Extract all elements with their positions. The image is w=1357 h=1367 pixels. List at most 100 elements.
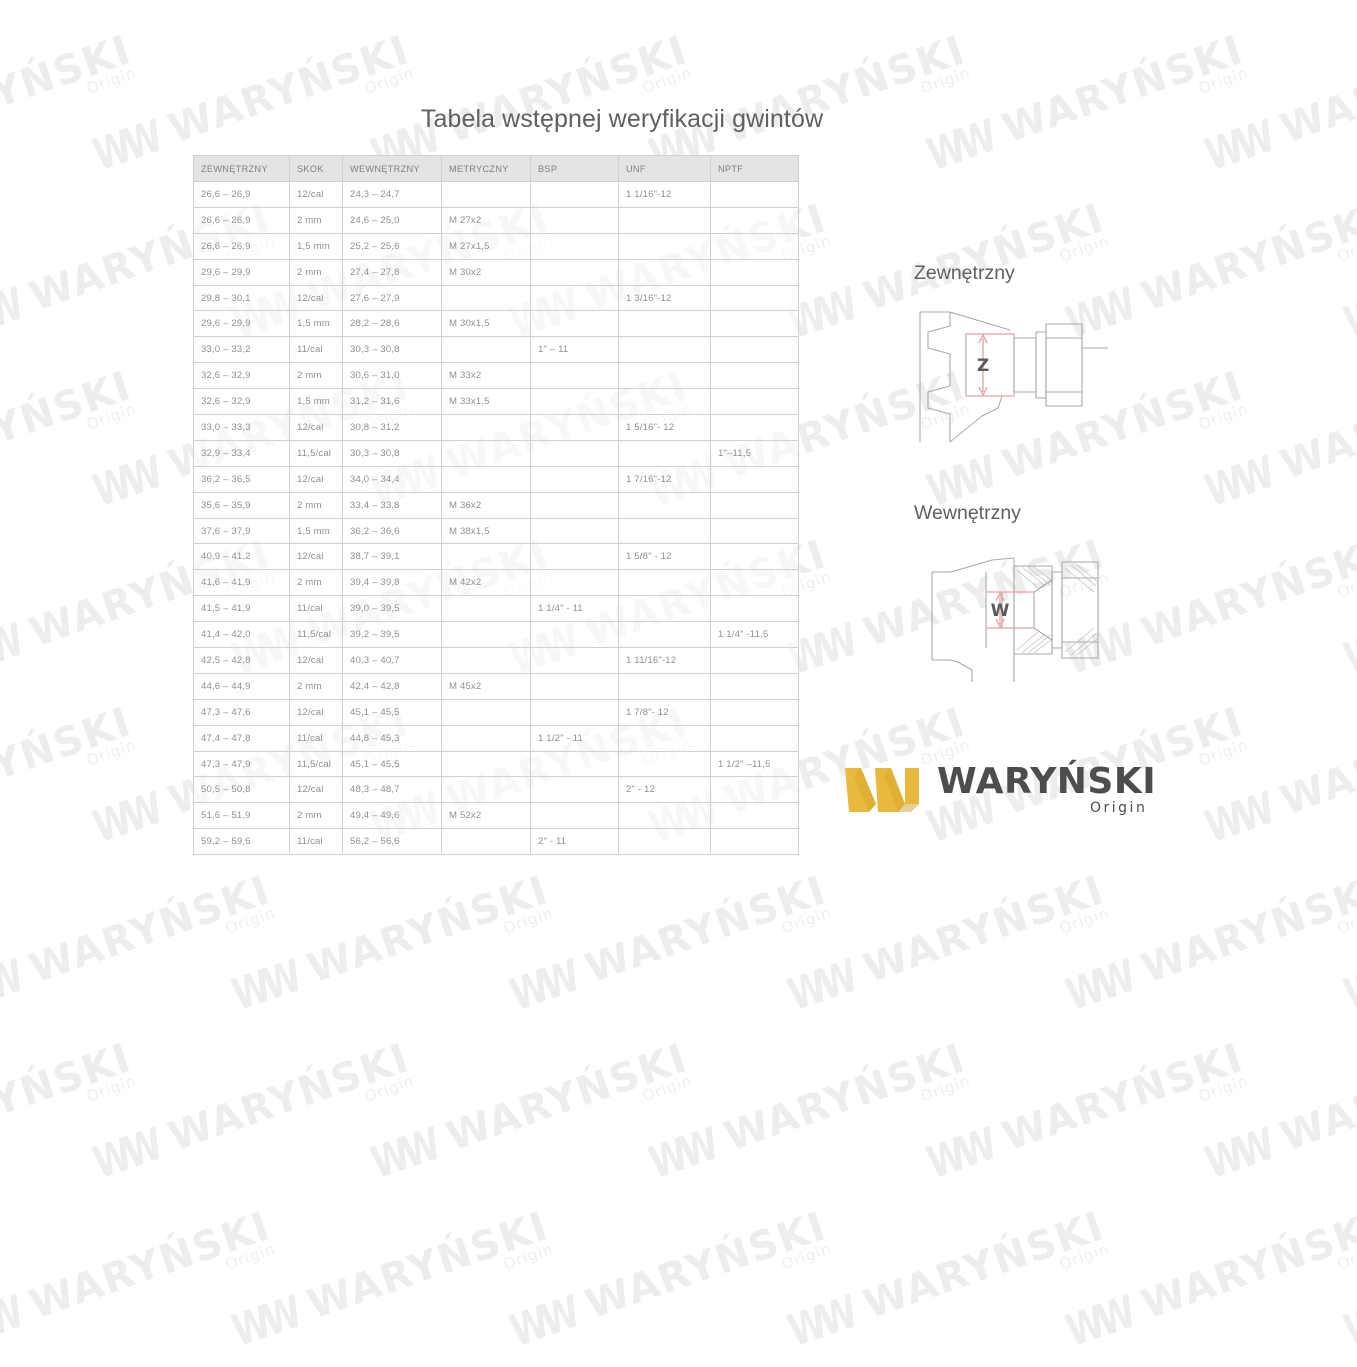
table-cell: 11,5/cal xyxy=(289,439,343,467)
brand-logo: WARYŃSKI Origin xyxy=(845,762,1185,820)
table-row: 29,8 – 30,1 12/cal 27,6 – 27,9 1 3/16"-12 xyxy=(193,284,799,312)
table-cell: 49,4 – 49,6 xyxy=(342,802,442,830)
table-cell: 30,3 – 30,8 xyxy=(342,336,442,364)
column-header-nptf: NPTF xyxy=(710,155,799,182)
watermark-tagline: Origin xyxy=(362,1071,417,1106)
table-cell: 47,3 – 47,6 xyxy=(193,698,290,726)
table-cell: 41,5 – 41,9 xyxy=(193,595,290,623)
watermark-tagline: Origin xyxy=(501,1239,556,1274)
table-row: 47,3 – 47,6 12/cal 45,1 – 45,5 1 7/8"- 12 xyxy=(193,698,799,726)
watermark-w-mark: WW xyxy=(226,1287,303,1358)
table-cell: M 30x2 xyxy=(441,258,531,286)
table-cell: 1 5/8" - 12 xyxy=(618,543,711,571)
table-cell xyxy=(441,284,531,312)
diagram-zewnetrzny-svg: Z xyxy=(919,311,1108,443)
table-cell xyxy=(530,206,619,234)
watermark-w-mark: WW xyxy=(226,951,303,1022)
table-cell: 24,6 – 25,0 xyxy=(342,206,442,234)
table-cell xyxy=(710,517,799,545)
table-cell: 26,6 – 26,9 xyxy=(193,232,290,260)
table-cell xyxy=(618,388,711,416)
table-row: 50,5 – 50,8 12/cal 48,3 – 48,7 2" - 12 xyxy=(193,776,799,804)
table-cell: M 30x1,5 xyxy=(441,310,531,338)
table-cell: 31,2 – 31,6 xyxy=(342,388,442,416)
table-cell xyxy=(710,284,799,312)
table-row: 41,4 – 42,0 11,5/cal 39,2 – 39,5 1 1/4" -11… xyxy=(193,621,799,649)
table-cell: M 42x2 xyxy=(441,569,531,597)
thread-verification-table: ZEWNĘTRZNY SKOK WEWNĘTRZNY METRYCZNY BSP UNF N… xyxy=(193,155,799,856)
watermark-w-mark: WW xyxy=(504,1287,581,1358)
table-cell: 1 11/16"-12 xyxy=(618,647,711,674)
table-cell: 36,2 – 36,5 xyxy=(193,465,290,493)
table-cell xyxy=(618,828,711,856)
table-cell: 51,6 – 51,9 xyxy=(193,802,290,830)
table-cell: 2" - 11 xyxy=(530,828,619,856)
table-cell: 40,3 – 40,7 xyxy=(342,647,442,674)
watermark-tagline: Origin xyxy=(1335,1239,1357,1274)
dimension-label-z: Z xyxy=(977,356,989,376)
watermark-tagline: Origin xyxy=(779,1239,834,1274)
watermark-tagline: Origin xyxy=(918,1071,973,1106)
table-cell xyxy=(710,232,799,260)
table-cell xyxy=(710,181,799,208)
table-cell: M 33x1,5 xyxy=(441,388,531,416)
table-cell: 45,1 – 45,5 xyxy=(342,750,442,778)
table-cell xyxy=(618,336,711,364)
table-row: 32,6 – 32,9 1,5 mm 31,2 – 31,6 M 33x1,5 xyxy=(193,388,799,416)
diagram-wewnetrzny: Wewnętrzny xyxy=(862,502,1182,692)
table-cell: 41,4 – 42,0 xyxy=(193,621,290,649)
table-cell xyxy=(710,543,799,571)
table-cell xyxy=(441,465,531,493)
table-cell xyxy=(530,802,619,830)
table-cell: 48,3 – 48,7 xyxy=(342,776,442,804)
table-cell xyxy=(710,388,799,416)
diagram-caption-wewnetrzny: Wewnętrzny xyxy=(914,502,1021,524)
table-cell: 42,4 – 42,8 xyxy=(342,672,442,700)
table-cell xyxy=(710,414,799,441)
watermark-wordmark: WARYŃSKI xyxy=(1135,1203,1357,1329)
table-cell: 30,8 – 31,2 xyxy=(342,414,442,441)
table-cell xyxy=(618,491,711,519)
table-cell: 2 mm xyxy=(289,491,343,519)
table-cell: 29,8 – 30,1 xyxy=(193,284,290,312)
table-cell xyxy=(710,672,799,700)
watermark-w-mark: WW xyxy=(0,1287,25,1358)
table-cell: 34,0 – 34,4 xyxy=(342,465,442,493)
watermark-w-mark: WW xyxy=(1338,1287,1357,1358)
table-cell xyxy=(530,181,619,208)
table-cell xyxy=(710,336,799,364)
table-cell: 1,5 mm xyxy=(289,232,343,260)
watermark-w-mark: WW xyxy=(87,1119,164,1190)
table-cell: 1 1/2" –11,5 xyxy=(710,750,799,778)
table-cell xyxy=(710,698,799,726)
table-cell: 12/cal xyxy=(289,181,343,208)
table-body: 26,6 – 26,9 12/cal 24,3 – 24,7 1 1/16"-12 26… xyxy=(193,181,799,856)
watermark-tagline: Origin xyxy=(1196,1071,1251,1106)
logo-tagline: Origin xyxy=(1090,800,1148,816)
watermark-tagline: Origin xyxy=(640,1071,695,1106)
table-cell: 1,5 mm xyxy=(289,388,343,416)
table-cell xyxy=(441,181,531,208)
table-cell: 11,5/cal xyxy=(289,621,343,649)
table-cell: 32,6 – 32,9 xyxy=(193,362,290,390)
table-cell xyxy=(618,621,711,649)
table-cell: 12/cal xyxy=(289,414,343,441)
table-cell: 25,2 – 25,6 xyxy=(342,232,442,260)
table-cell xyxy=(530,362,619,390)
table-cell xyxy=(618,569,711,597)
table-cell: 47,3 – 47,9 xyxy=(193,750,290,778)
table-cell xyxy=(530,517,619,545)
table-cell: 59,2 – 59,6 xyxy=(193,828,290,856)
table-cell: 2 mm xyxy=(289,569,343,597)
table-cell: 11/cal xyxy=(289,595,343,623)
watermark-tagline: Origin xyxy=(84,1071,139,1106)
page-title: Tabela wstępnej weryfikacji gwintów xyxy=(420,105,824,133)
table-cell xyxy=(530,647,619,674)
table-cell: 28,2 – 28,6 xyxy=(342,310,442,338)
table-row: 32,9 – 33,4 11,5/cal 30,3 – 30,8 1"–11,5 xyxy=(193,439,799,467)
